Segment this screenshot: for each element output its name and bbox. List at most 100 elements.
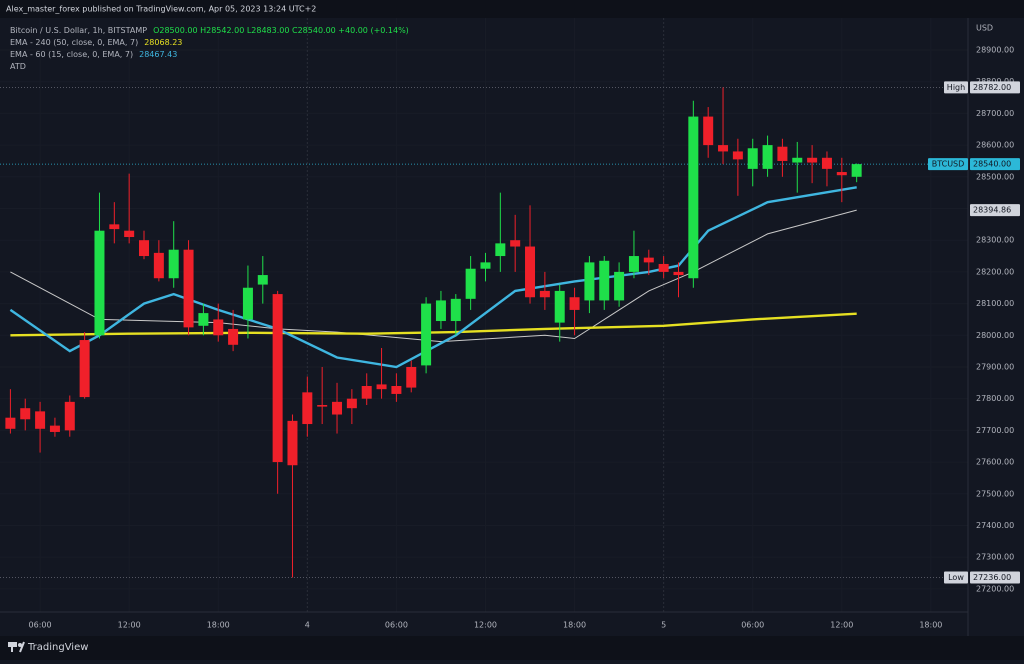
candle-body — [465, 268, 476, 299]
marker-label: High — [947, 83, 965, 92]
candle-body — [688, 116, 699, 279]
candle-body — [628, 256, 639, 272]
candle-body — [153, 252, 164, 279]
candle-body — [49, 425, 60, 432]
legend-name: EMA - 60 (15, close, 0, EMA, 7) — [10, 50, 133, 59]
candle-body — [317, 405, 328, 407]
ohlc: O28500.00 H28542.00 L28483.00 C28540.00 … — [153, 26, 409, 35]
candle-body — [124, 230, 135, 238]
candle-body — [228, 328, 239, 345]
y-tick-label: 27400.00 — [976, 521, 1014, 530]
y-tick-label: 27700.00 — [976, 426, 1014, 435]
x-tick-label: 5 — [661, 621, 666, 630]
candle-body — [421, 303, 432, 366]
candle-body — [777, 146, 788, 161]
y-tick-label: 27600.00 — [976, 458, 1014, 467]
x-tick-label: 06:00 — [385, 621, 408, 630]
candle-body — [525, 246, 536, 298]
candle-body — [569, 297, 580, 310]
x-tick-label: 06:00 — [741, 621, 764, 630]
candle-body — [361, 386, 372, 399]
y-tick-label: 27900.00 — [976, 362, 1014, 371]
candle-body — [242, 287, 253, 320]
candle-body — [35, 411, 46, 429]
price-marker: Low 27236.00 — [944, 571, 1020, 584]
y-tick-label: 28000.00 — [976, 331, 1014, 340]
y-tick-label: 28600.00 — [976, 141, 1014, 150]
publisher: Alex_master_forex published on TradingVi… — [6, 5, 316, 14]
candle-body — [554, 290, 565, 323]
candle-body — [658, 263, 669, 272]
candle-body — [376, 384, 387, 390]
candle-body — [584, 262, 595, 301]
y-tick-label: 27800.00 — [976, 394, 1014, 403]
candle-body — [198, 313, 209, 326]
marker-label-bg — [944, 571, 968, 584]
candle-body — [703, 116, 714, 146]
y-tick-label: 28100.00 — [976, 299, 1014, 308]
price-marker: BTCUSD 28540.00 — [928, 158, 1020, 171]
candle-body — [168, 249, 179, 279]
candle-body — [435, 300, 446, 322]
legend-value: 28068.23 — [144, 38, 182, 47]
y-tick-label: 28900.00 — [976, 46, 1014, 55]
candle-body — [643, 257, 654, 263]
chart-title: Bitcoin / U.S. Dollar, 1h, BITSTAMP O2850… — [10, 26, 409, 35]
marker-value: 28782.00 — [973, 83, 1011, 92]
footer-bar — [0, 636, 1024, 660]
legend-entry: EMA - 240 (50, close, 0, EMA, 7) 28068.23 — [10, 38, 182, 47]
y-tick-label: 28700.00 — [976, 109, 1014, 118]
y-tick-label: 28500.00 — [976, 172, 1014, 181]
marker-label: Low — [948, 573, 964, 582]
candle-body — [109, 224, 120, 230]
marker-label: BTCUSD — [932, 160, 965, 169]
marker-label-bg — [928, 158, 968, 171]
candle-body — [139, 240, 150, 257]
y-tick-label: 27500.00 — [976, 489, 1014, 498]
x-tick-label: 18:00 — [563, 621, 586, 630]
candle-body — [614, 271, 625, 301]
candle-body — [718, 145, 729, 152]
y-tick-label: 28300.00 — [976, 236, 1014, 245]
marker-value-bg — [970, 571, 1020, 584]
marker-value-bg — [970, 81, 1020, 94]
x-tick-label: 12:00 — [474, 621, 497, 630]
candle-body — [64, 401, 75, 431]
candle-body — [5, 417, 16, 429]
candle-body — [213, 319, 224, 336]
y-tick-label: 27200.00 — [976, 584, 1014, 593]
candle-body — [732, 151, 743, 160]
candle-body — [851, 164, 862, 177]
candle-body — [836, 172, 847, 176]
y-tick-label: 27300.00 — [976, 553, 1014, 562]
candle-body — [599, 260, 610, 301]
logo — [8, 641, 25, 653]
candle-body — [183, 249, 194, 328]
marker-value-bg — [970, 158, 1020, 171]
candle-body — [510, 240, 521, 247]
x-tick-label: 12:00 — [830, 621, 853, 630]
x-tick-label: 4 — [305, 621, 310, 630]
candle-body — [673, 271, 684, 276]
candle-body — [302, 392, 313, 425]
x-tick-label: 12:00 — [118, 621, 141, 630]
candle-body — [20, 408, 31, 420]
candle-body — [539, 290, 550, 298]
legend-name: ATD — [10, 62, 26, 71]
marker-value: 28540.00 — [973, 160, 1011, 169]
y-tick-label: 28200.00 — [976, 267, 1014, 276]
plot-area — [0, 18, 968, 612]
marker-label-bg — [944, 81, 968, 94]
candle-body — [792, 157, 803, 163]
price-marker: 28394.86 — [970, 204, 1020, 217]
y-unit: USD — [976, 24, 993, 33]
price-marker: High 28782.00 — [944, 81, 1020, 94]
candle-body — [257, 275, 268, 285]
candle-body — [79, 340, 90, 398]
candle-body — [495, 243, 506, 257]
candle-body — [272, 294, 283, 463]
marker-value: 28394.86 — [973, 206, 1011, 215]
candle-body — [94, 230, 105, 336]
candle-body — [287, 420, 298, 466]
candle-body — [807, 157, 818, 163]
